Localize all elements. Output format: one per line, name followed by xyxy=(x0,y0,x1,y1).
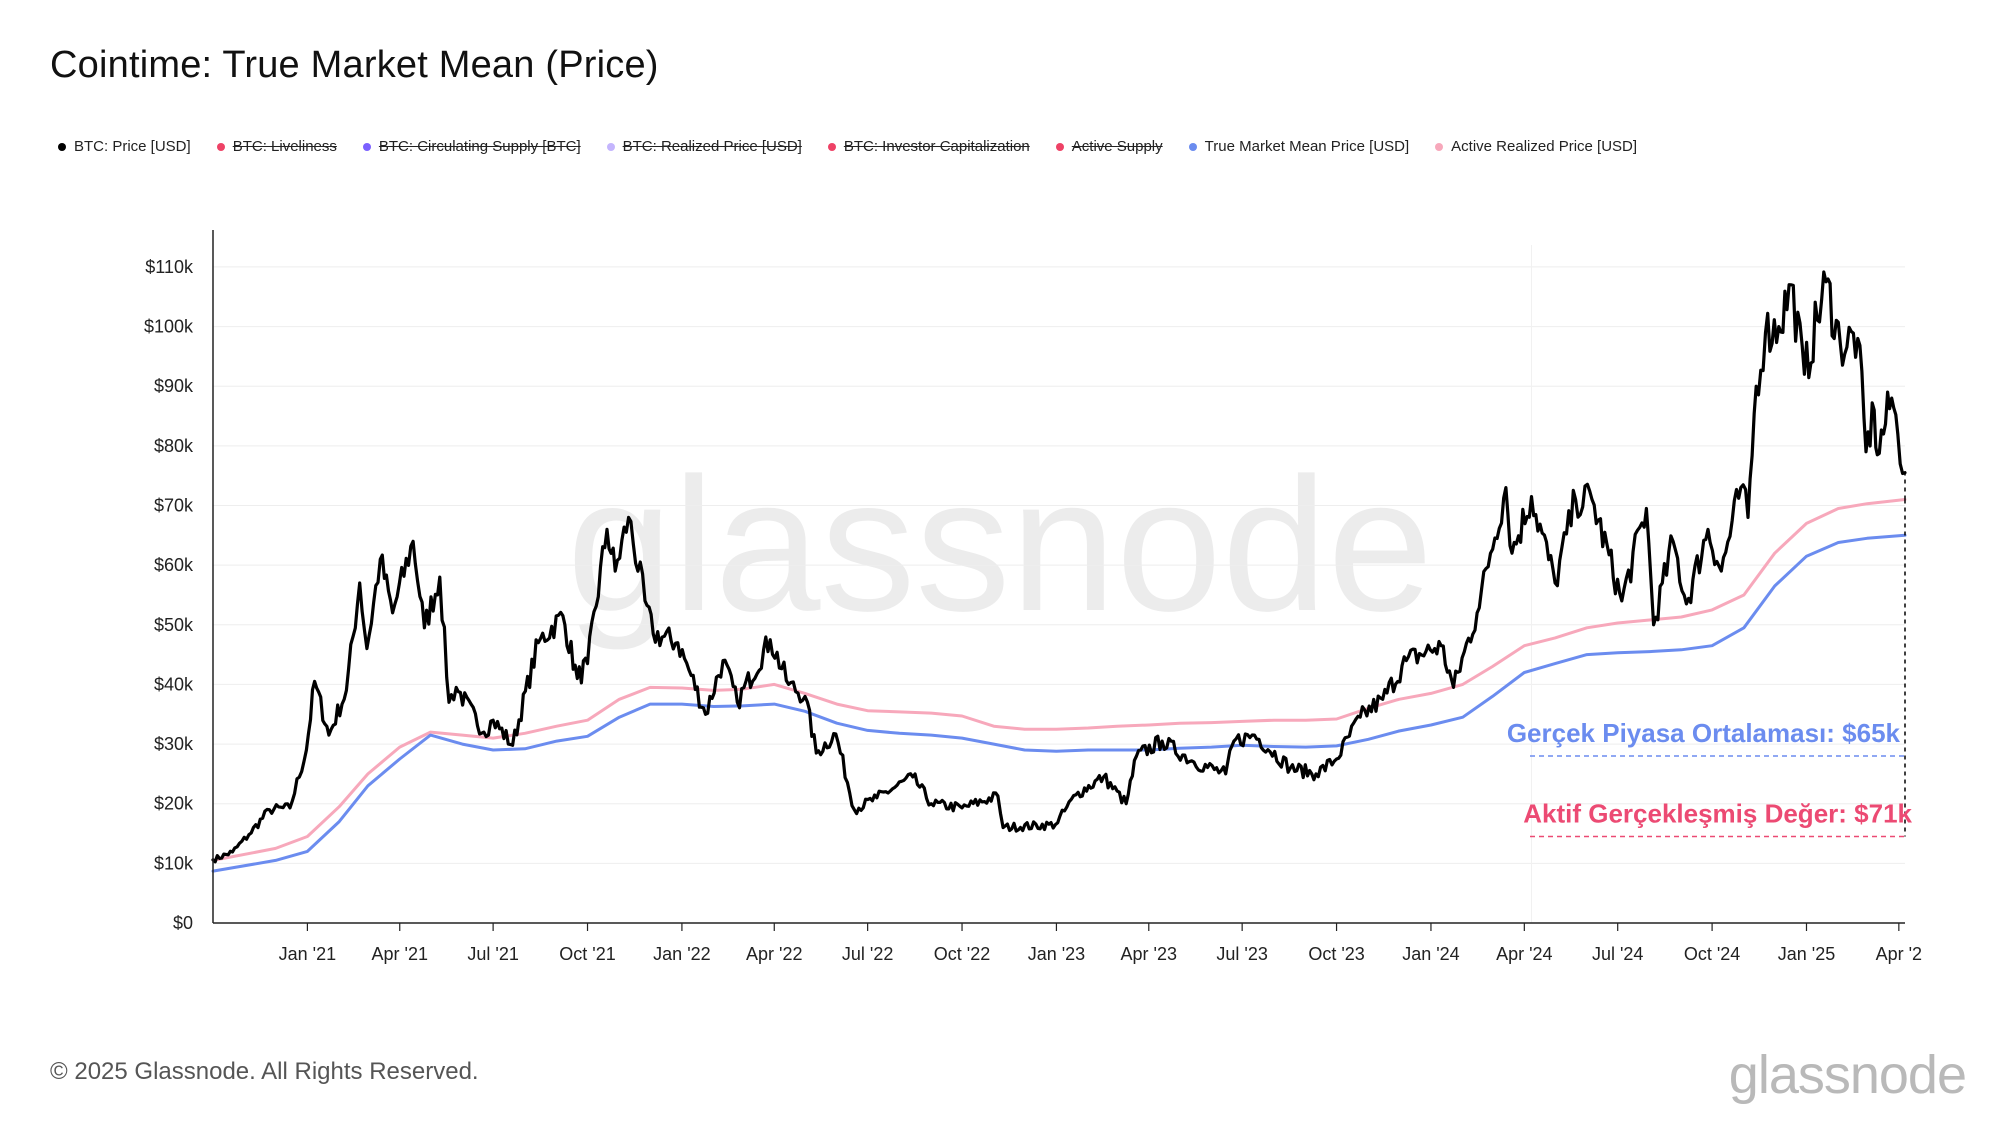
legend-item[interactable]: BTC: Price [USD] xyxy=(58,138,191,155)
y-tick-label: $40k xyxy=(154,674,194,694)
x-tick-label: Jul '23 xyxy=(1216,944,1267,964)
x-tick-label: Apr '2 xyxy=(1876,944,1922,964)
series-layer xyxy=(211,270,1907,873)
legend-swatch xyxy=(1055,142,1064,151)
active-realized-price-line xyxy=(211,498,1907,862)
legend-swatch xyxy=(1435,142,1444,151)
legend-item[interactable]: BTC: Liveliness xyxy=(216,138,337,155)
axes: $0 $10k $20k $30k $40k $50k $60k $70k $80k $90k $1… xyxy=(144,230,1922,964)
legend-swatch xyxy=(606,142,615,151)
annotation-label: Gerçek Piyasa Ortalaması: $65k xyxy=(1507,718,1901,748)
legend-label: BTC: Liveliness xyxy=(232,138,337,155)
y-tick-label: $0 xyxy=(173,913,193,933)
legend-item[interactable]: BTC: Circulating Supply [BTC] xyxy=(362,138,581,155)
copyright-text: © 2025 Glassnode. All Rights Reserved. xyxy=(50,1058,479,1085)
y-tick-label: $110k xyxy=(145,257,194,277)
x-tick-label: Jan '24 xyxy=(1402,944,1459,964)
x-tick-label: Oct '21 xyxy=(559,944,615,964)
legend-label: BTC: Investor Capitalization xyxy=(843,138,1030,155)
legend-swatch xyxy=(827,142,836,151)
x-tick-label: Jul '22 xyxy=(842,944,893,964)
y-tick-label: $30k xyxy=(154,734,194,754)
legend-label: BTC: Price [USD] xyxy=(74,138,191,155)
x-tick-label: Jan '23 xyxy=(1028,944,1085,964)
grid-lines xyxy=(213,245,1905,923)
legend-swatch xyxy=(362,142,371,151)
chart-title: Cointime: True Market Mean (Price) xyxy=(50,44,659,86)
x-tick-label: Apr '21 xyxy=(372,944,428,964)
x-tick-label: Apr '22 xyxy=(746,944,802,964)
legend-item[interactable]: BTC: Realized Price [USD] xyxy=(606,138,802,155)
legend-item[interactable]: True Market Mean Price [USD] xyxy=(1188,138,1410,155)
y-tick-label: $100k xyxy=(144,317,194,337)
legend: BTC: Price [USD] BTC: Liveliness BTC: Circ… xyxy=(58,138,1663,155)
x-tick-label: Apr '23 xyxy=(1121,944,1177,964)
legend-label: Active Realized Price [USD] xyxy=(1451,138,1638,155)
watermark-logo: glassnode xyxy=(567,439,1433,651)
legend-swatch xyxy=(1188,142,1197,151)
y-tick-label: $70k xyxy=(154,496,194,516)
price-line xyxy=(211,270,1907,864)
x-tick-label: Oct '24 xyxy=(1684,944,1740,964)
annotations: Gerçek Piyasa Ortalaması: $65k Aktif Gerç… xyxy=(1507,472,1913,838)
legend-label: BTC: Realized Price [USD] xyxy=(622,138,802,155)
y-tick-label: $20k xyxy=(154,794,194,814)
x-tick-label: Oct '22 xyxy=(934,944,990,964)
legend-item[interactable]: BTC: Investor Capitalization xyxy=(827,138,1030,155)
x-tick-label: Jan '25 xyxy=(1778,944,1835,964)
legend-item[interactable]: Active Realized Price [USD] xyxy=(1435,138,1637,155)
y-tick-label: $90k xyxy=(154,376,194,396)
x-tick-label: Jul '24 xyxy=(1592,944,1643,964)
legend-swatch xyxy=(216,142,225,151)
legend-label: True Market Mean Price [USD] xyxy=(1204,138,1410,155)
legend-swatch xyxy=(58,142,66,151)
true-market-mean-line xyxy=(211,533,1907,873)
legend-label: Active Supply xyxy=(1071,138,1163,155)
y-tick-label: $10k xyxy=(154,853,194,873)
y-tick-label: $50k xyxy=(154,615,194,635)
brand-logo: glassnode xyxy=(1728,1045,1967,1105)
annotation-label: Aktif Gerçekleşmiş Değer: $71k xyxy=(1523,799,1912,829)
x-tick-label: Oct '23 xyxy=(1308,944,1364,964)
x-tick-label: Jan '21 xyxy=(279,944,336,964)
legend-item[interactable]: Active Supply xyxy=(1055,138,1163,155)
y-tick-label: $80k xyxy=(154,436,194,456)
x-tick-label: Jul '21 xyxy=(467,944,518,964)
y-tick-label: $60k xyxy=(154,555,194,575)
x-tick-label: Apr '24 xyxy=(1496,944,1552,964)
chart-area: glassnode $0 $10k $20k $30k $40k $50k $60k $70k… xyxy=(144,230,1922,964)
legend-label: BTC: Circulating Supply [BTC] xyxy=(378,138,581,155)
x-tick-label: Jan '22 xyxy=(653,944,710,964)
